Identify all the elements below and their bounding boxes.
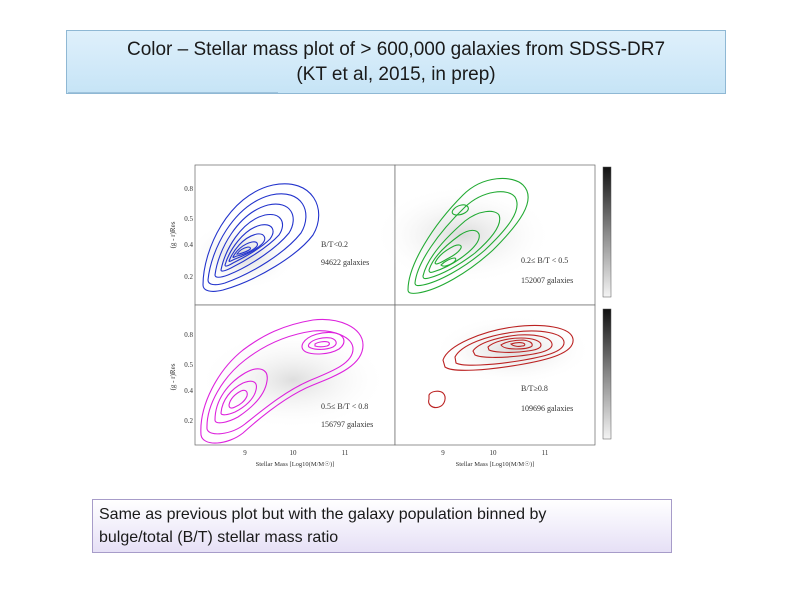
title-line-1: Color – Stellar mass plot of > 600,000 g… — [126, 39, 666, 60]
panel-label-bottom-right: B/T≥0.8 — [521, 384, 548, 393]
xtick-label-bottom-left: 9 — [243, 449, 247, 457]
colorbar-bottom — [602, 308, 612, 440]
ytick-label-bottom-left: 0.2 — [184, 417, 193, 425]
panel-count-bottom-right: 109696 galaxies — [521, 404, 573, 413]
panel-label-top-left: B/T<0.2 — [321, 240, 348, 249]
slide-title: Color – Stellar mass plot of > 600,000 g… — [66, 30, 726, 94]
xtick-label-bottom-right: 11 — [542, 449, 549, 457]
panel-count-bottom-left: 156797 galaxies — [321, 420, 373, 429]
ytick-label-bottom-left: 0.5 — [184, 361, 193, 369]
xlabel-bottom-left: Stellar Mass [Log10(M/M☉)] — [256, 460, 335, 468]
panel-label-bottom-left: 0.5≤ B/T < 0.8 — [321, 402, 368, 411]
panel-label-top-right: 0.2≤ B/T < 0.5 — [521, 256, 568, 265]
contour-plot-grid: 0.8 0.5 0.4 0.2 0.8 0.5 0.4 0.2 (g - r)R… — [169, 164, 612, 468]
ylabel-top: (g - r)Res — [169, 221, 177, 248]
contours-top-left — [202, 183, 320, 292]
xtick-label-bottom-left: 11 — [342, 449, 349, 457]
ytick-label-top-left: 0.5 — [184, 215, 193, 223]
ytick-label-top-left: 0.4 — [184, 241, 193, 249]
ytick-label-top-left: 0.2 — [184, 273, 193, 281]
density-cloud — [433, 315, 593, 385]
density-cloud — [373, 185, 553, 285]
contours-bottom-right — [428, 324, 574, 409]
xtick-label-bottom-left: 10 — [290, 449, 298, 457]
caption-box: Same as previous plot but with the galax… — [92, 499, 672, 553]
color-mass-figure: 0.8 0.5 0.4 0.2 0.8 0.5 0.4 0.2 (g - r)R… — [163, 155, 633, 475]
title-line-2: (KT et al, 2015, in prep) — [296, 64, 496, 85]
title-underline-decoration — [68, 92, 278, 93]
contours-top-right — [407, 177, 529, 294]
ytick-label-bottom-left: 0.8 — [184, 331, 193, 339]
xlabel-bottom-right: Stellar Mass [Log10(M/M☉)] — [456, 460, 535, 468]
xtick-label-bottom-right: 10 — [490, 449, 498, 457]
ytick-label-top-left: 0.8 — [184, 185, 193, 193]
panel-count-top-left: 94622 galaxies — [321, 258, 369, 267]
colorbar-top — [602, 166, 612, 298]
ylabel-bottom: (g - r)Res — [169, 363, 177, 390]
panel-count-top-right: 152007 galaxies — [521, 276, 573, 285]
caption-line-2: bulge/total (B/T) stellar mass ratio — [99, 529, 339, 546]
xtick-label-bottom-right: 9 — [441, 449, 445, 457]
contours-bottom-left — [200, 318, 364, 444]
ytick-label-bottom-left: 0.4 — [184, 387, 193, 395]
caption-line-1: Same as previous plot but with the galax… — [99, 506, 547, 523]
